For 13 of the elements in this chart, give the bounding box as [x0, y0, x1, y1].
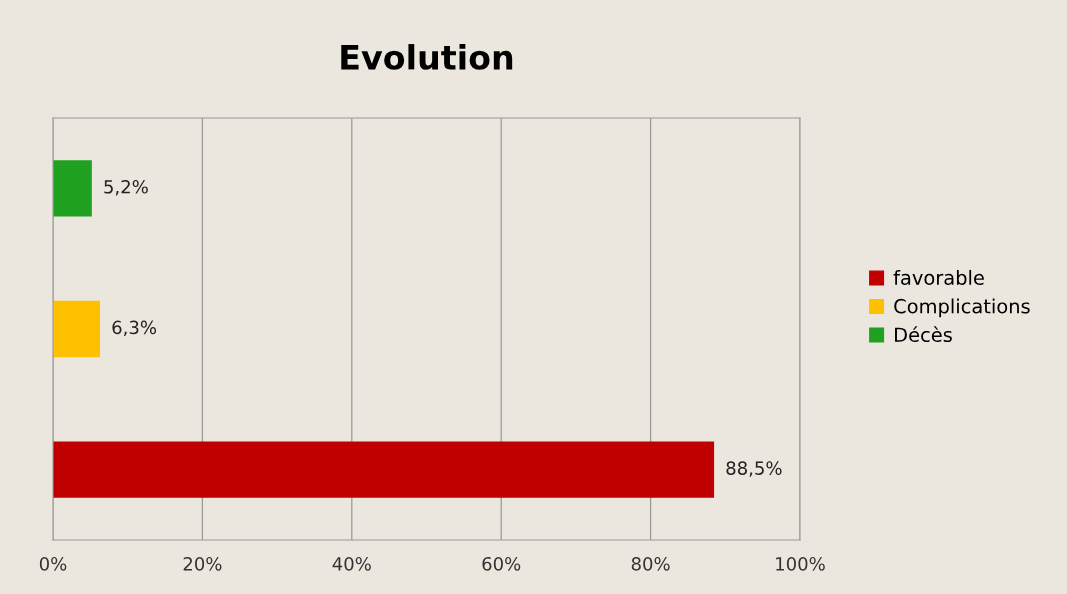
data-label: 88,5% [726, 461, 782, 477]
x-tick-label: 60% [482, 556, 521, 571]
x-tick-label: 100% [776, 556, 825, 571]
legend-label: Complications [894, 298, 1030, 318]
data-label: 5,2% [104, 179, 148, 196]
x-tick-label: 80% [631, 556, 670, 571]
legend-label: favorable [893, 269, 984, 285]
x-tick-label: 0% [39, 556, 67, 571]
legend-label: Décès [895, 326, 952, 343]
chart-title: Evolution [341, 44, 513, 70]
data-label: 6,3% [112, 320, 157, 337]
x-tick-label: 40% [332, 556, 371, 571]
x-tick-label: 20% [183, 556, 222, 571]
